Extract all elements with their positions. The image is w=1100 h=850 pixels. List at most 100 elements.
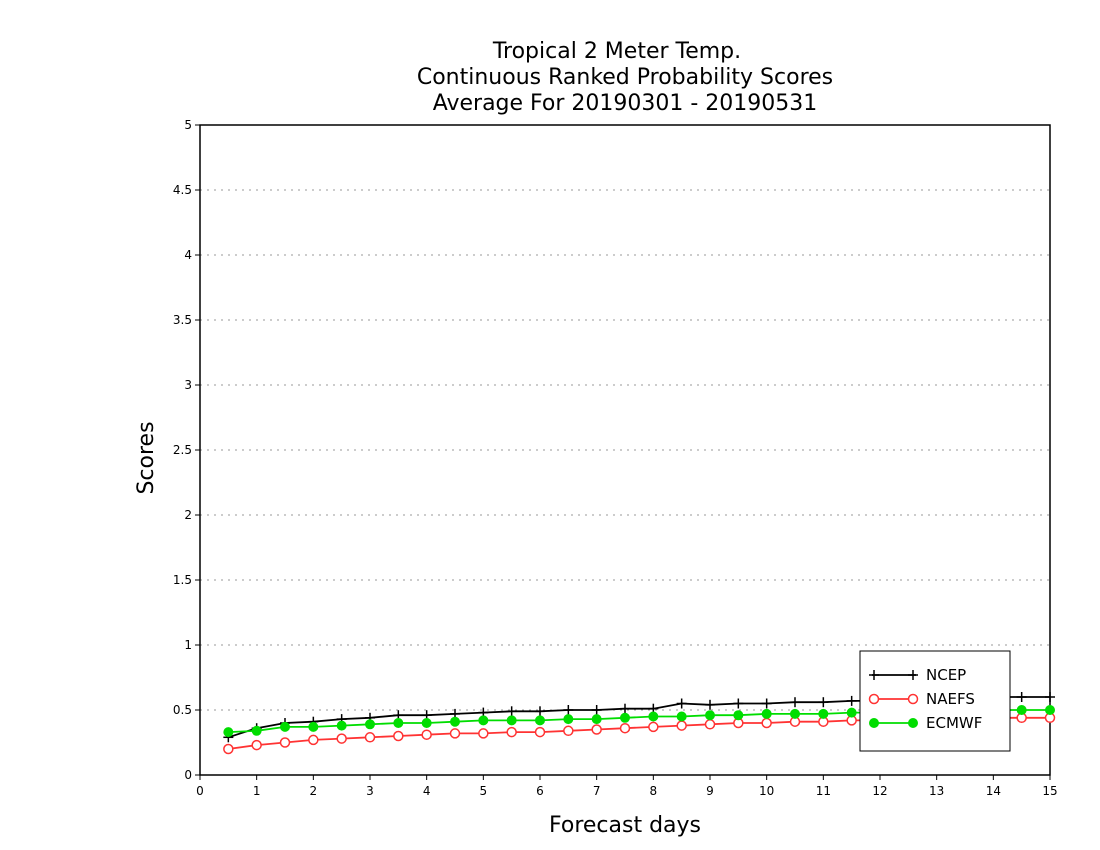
data-point-ncep	[790, 697, 800, 708]
data-point-ecmwf	[365, 719, 375, 730]
y-tick-label: 0.5	[173, 703, 192, 717]
data-point-naefs	[761, 717, 772, 729]
data-point-naefs	[279, 737, 291, 748]
legend-marker-right	[908, 670, 918, 680]
data-point-ncep	[535, 706, 545, 717]
legend-marker-left	[869, 718, 879, 728]
x-axis-label: Forecast days	[549, 813, 701, 838]
data-point-ncep	[620, 703, 630, 714]
data-point-ncep	[563, 705, 574, 715]
data-point-ecmwf	[421, 718, 432, 728]
data-point-ecmwf	[1016, 705, 1027, 715]
data-point-naefs	[648, 721, 659, 733]
data-point-naefs	[676, 720, 687, 731]
data-point-ecmwf	[733, 710, 744, 721]
legend-marker-right	[907, 693, 919, 705]
data-point-ecmwf	[450, 716, 460, 727]
y-tick-label: 5	[184, 118, 192, 132]
data-point-ncep	[705, 699, 715, 710]
data-point-ncep	[846, 695, 857, 706]
legend-box	[859, 650, 1011, 752]
data-point-ecmwf	[223, 727, 234, 738]
chart-title-line-2: Continuous Ranked Probability Scores	[417, 65, 833, 90]
data-point-naefs	[393, 730, 404, 742]
legend-label: ECMWF	[926, 714, 982, 732]
y-tick-label: 1.5	[173, 573, 192, 587]
data-point-ncep	[761, 698, 772, 709]
axis-ticks: 00.511.522.533.544.550 1 2 3 4 5 6 7 8 9 10 11 12 13 1…	[173, 118, 1058, 798]
data-point-ecmwf	[846, 707, 857, 718]
data-point-naefs	[506, 726, 517, 738]
legend-item-ecmwf: ECMWF	[869, 714, 982, 732]
y-axis-label: Scores	[134, 421, 159, 494]
data-point-naefs	[563, 725, 574, 737]
data-point-ecmwf	[506, 715, 517, 726]
data-point-naefs	[223, 743, 234, 755]
x-tick-label: 5	[480, 784, 488, 798]
data-point-naefs	[619, 722, 631, 734]
data-point-ncep	[591, 705, 602, 715]
data-point-ecmwf	[818, 708, 829, 719]
data-point-ncep	[1045, 692, 1055, 702]
data-point-naefs	[478, 728, 489, 739]
x-tick-label: 7	[593, 784, 601, 798]
y-tick-label: 2.5	[173, 443, 192, 457]
data-point-ecmwf	[1045, 705, 1055, 715]
grid-lines	[200, 124, 1050, 711]
x-tick-label: 4	[423, 784, 431, 798]
data-point-ncep	[1016, 692, 1027, 702]
data-point-naefs	[308, 734, 319, 746]
legend-marker-left	[869, 670, 879, 680]
legend-marker-right	[908, 718, 918, 728]
data-point-ecmwf	[478, 715, 489, 726]
data-point-ecmwf	[251, 725, 262, 736]
x-tick-label: 6	[536, 784, 544, 798]
data-point-ncep	[818, 697, 829, 708]
y-tick-label: 2	[184, 508, 192, 522]
data-point-naefs	[336, 733, 347, 744]
x-tick-label: 0	[196, 784, 204, 798]
x-tick-label: 12	[872, 784, 887, 798]
x-tick-label: 2	[310, 784, 318, 798]
x-tick-label: 13	[929, 784, 944, 798]
data-point-ecmwf	[336, 720, 347, 731]
data-point-ncep	[676, 698, 687, 709]
legend-marker-left	[868, 693, 880, 705]
data-point-ecmwf	[648, 711, 659, 722]
y-tick-label: 0	[184, 768, 192, 782]
data-point-ecmwf	[563, 714, 574, 725]
data-point-ecmwf	[535, 715, 545, 726]
x-tick-label: 11	[816, 784, 831, 798]
legend: NCEP NAEFS ECMWF	[859, 650, 1011, 752]
y-tick-label: 1	[184, 638, 192, 652]
y-tick-label: 4	[184, 248, 192, 262]
data-point-ecmwf	[591, 714, 602, 725]
x-tick-label: 14	[986, 784, 1001, 798]
data-point-ecmwf	[676, 711, 687, 722]
data-point-ecmwf	[620, 712, 630, 723]
data-point-naefs	[421, 729, 432, 740]
chart-title-line-3: Average For 20190301 - 20190531	[433, 91, 818, 116]
legend-items: NCEP NAEFS ECMWF	[868, 666, 982, 732]
data-point-naefs	[251, 739, 262, 751]
data-point-naefs	[534, 726, 546, 738]
data-point-ncep	[506, 706, 517, 717]
data-point-naefs	[364, 732, 376, 743]
y-tick-label: 3.5	[173, 313, 192, 327]
data-point-naefs	[449, 728, 461, 739]
data-point-naefs	[591, 724, 602, 735]
data-point-ecmwf	[761, 708, 772, 719]
x-tick-label: 10	[759, 784, 774, 798]
legend-label: NCEP	[926, 666, 966, 684]
y-tick-label: 4.5	[173, 183, 192, 197]
x-tick-label: 9	[706, 784, 714, 798]
data-point-ecmwf	[308, 721, 319, 732]
x-tick-label: 1	[253, 784, 261, 798]
x-tick-label: 15	[1042, 784, 1057, 798]
data-point-ecmwf	[393, 718, 404, 728]
legend-item-naefs: NAEFS	[868, 690, 975, 708]
x-tick-label: 8	[650, 784, 658, 798]
data-point-ecmwf	[790, 708, 800, 719]
y-tick-label: 3	[184, 378, 192, 392]
